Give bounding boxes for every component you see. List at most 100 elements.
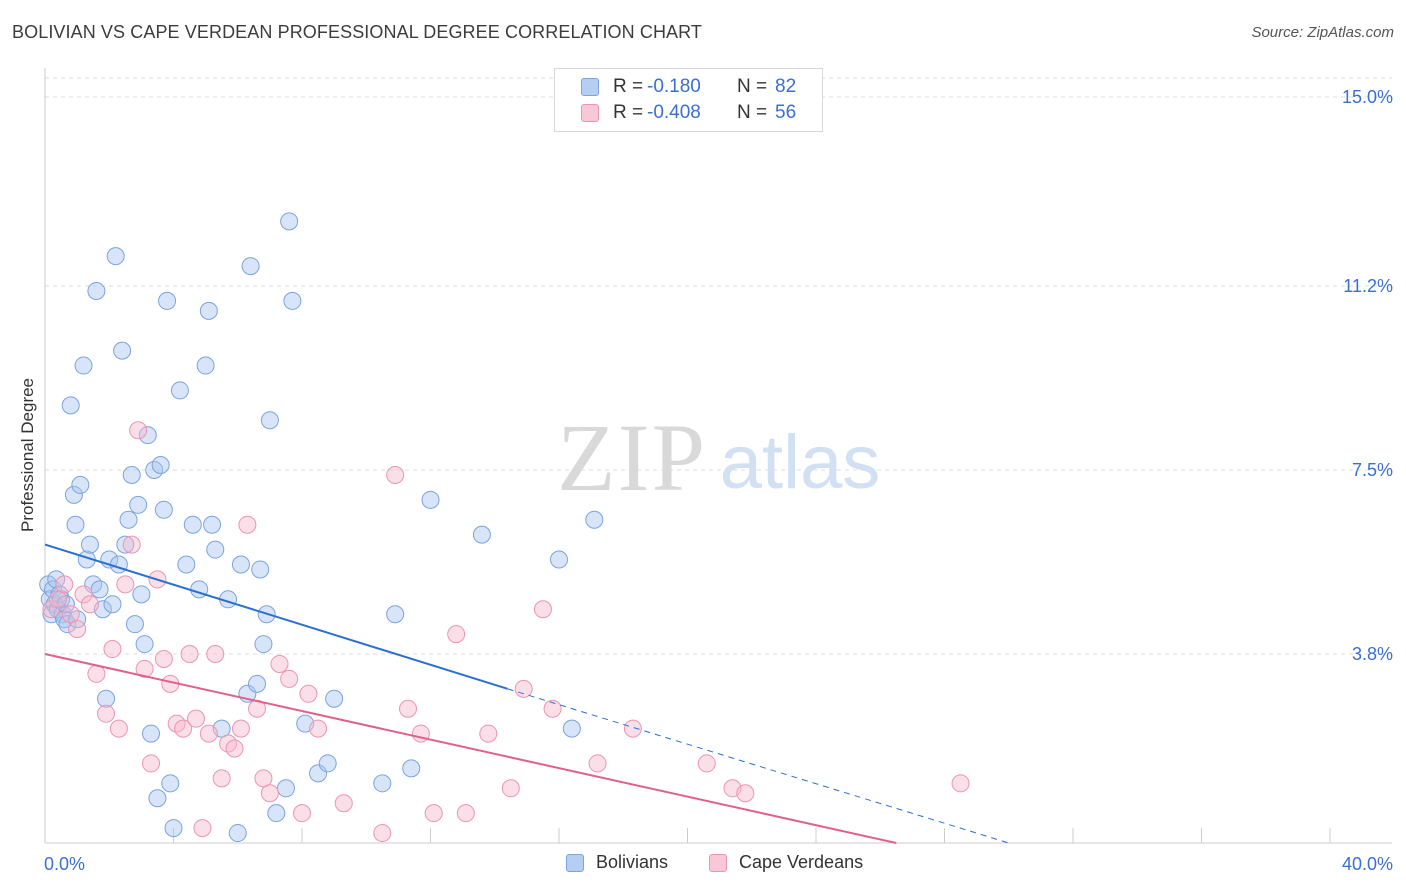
- cape-verdean-point: [193, 819, 212, 838]
- cape-verdean-point: [61, 605, 80, 624]
- bolivian-point: [402, 759, 421, 778]
- cape-verdean-point: [55, 575, 74, 594]
- bolivian-point: [177, 555, 196, 574]
- chart-title: BOLIVIAN VS CAPE VERDEAN PROFESSIONAL DE…: [12, 22, 703, 42]
- cape-verdean-point: [135, 659, 154, 678]
- bolivian-point: [196, 356, 215, 375]
- cape-verdean-point: [456, 804, 475, 823]
- bolivian-point: [309, 764, 328, 783]
- cape-verdean-point: [212, 769, 231, 788]
- bottom-legend-label: Bolivians: [596, 852, 669, 872]
- cape-verdean-point: [299, 684, 318, 703]
- cape-verdean-point: [373, 824, 392, 843]
- bolivian-point: [386, 605, 405, 624]
- cape-verdean-point: [293, 804, 311, 823]
- watermark-atlas: atlas: [720, 420, 881, 505]
- bolivians-trend-extension: [507, 688, 1009, 844]
- bolivian-point: [113, 341, 132, 360]
- cape-verdean-point: [386, 465, 405, 484]
- cape-verdean-point: [154, 649, 173, 668]
- bolivian-point: [325, 689, 344, 708]
- cape-verdean-point: [103, 640, 122, 659]
- cape-verdean-point: [80, 595, 99, 614]
- cape-verdean-point: [116, 575, 135, 594]
- cape-verdean-point: [129, 421, 148, 440]
- bolivian-point: [280, 212, 299, 231]
- bolivian-point: [138, 426, 157, 445]
- bolivian-point: [106, 247, 125, 266]
- cape-verdean-point: [309, 719, 328, 738]
- legend-row-cape-verdeans: R = -0.408 N = 56: [581, 100, 796, 126]
- bolivian-point: [116, 535, 135, 554]
- cape-verdean-point: [334, 794, 353, 813]
- x-tick-label-max: 40.0%: [1342, 854, 1393, 874]
- cape-verdean-point: [142, 754, 161, 773]
- bolivian-point: [135, 635, 154, 654]
- cape-verdean-point: [543, 699, 562, 718]
- bolivian-point: [97, 689, 116, 708]
- watermark: ZIP atlas: [557, 404, 880, 511]
- watermark-zip: ZIP: [557, 404, 707, 511]
- legend-n-label: N =: [737, 76, 768, 97]
- bolivian-point: [132, 585, 151, 604]
- bolivian-point: [161, 774, 180, 793]
- cape-verdean-point: [122, 535, 141, 554]
- cape-verdean-point: [174, 719, 193, 738]
- cape-verdean-point: [501, 779, 520, 798]
- y-tick-label: 7.5%: [1352, 460, 1393, 480]
- cape-verdean-point: [479, 724, 498, 743]
- bolivians-points: [39, 212, 604, 843]
- bolivian-point: [125, 615, 144, 634]
- bolivian-point: [103, 595, 122, 614]
- bolivian-point: [283, 291, 302, 310]
- cape-verdean-point: [951, 774, 970, 793]
- cape-verdean-point: [180, 645, 199, 664]
- cape-verdean-point: [588, 754, 607, 773]
- cape-verdean-point: [74, 585, 93, 604]
- y-tick-label: 11.2%: [1343, 276, 1393, 296]
- cape-verdean-point: [260, 784, 279, 803]
- trend-lines: [44, 543, 1009, 844]
- cape-verdean-point: [424, 804, 443, 823]
- cape-verdean-point: [254, 769, 273, 788]
- bolivian-point: [142, 724, 161, 743]
- legend-r-label: R =: [613, 102, 644, 123]
- bolivian-point: [61, 396, 80, 415]
- cape-verdean-point: [225, 739, 244, 758]
- bottom-legend-swatch-pink: [709, 853, 727, 872]
- bolivian-point: [231, 555, 250, 574]
- bolivian-point: [206, 540, 225, 559]
- x-tick-label-min: 0.0%: [44, 854, 85, 874]
- bolivian-point: [550, 550, 568, 569]
- bolivian-point: [318, 754, 337, 773]
- cape-verdean-point: [68, 620, 87, 639]
- cape-verdean-point: [736, 784, 755, 803]
- cape-verdean-point: [447, 625, 466, 644]
- bolivian-point: [71, 475, 90, 494]
- cape-verdean-point: [97, 704, 116, 723]
- bolivian-point: [119, 510, 138, 529]
- cape-verdean-point: [109, 719, 128, 738]
- bolivian-point: [122, 465, 141, 484]
- bolivian-point: [183, 515, 202, 534]
- legend-r-value: -0.408: [647, 102, 701, 123]
- bolivians-trend-line: [44, 543, 508, 690]
- bolivian-point: [164, 819, 183, 838]
- bolivian-point: [472, 525, 491, 544]
- cape-verdean-point: [199, 724, 218, 743]
- bolivian-point: [254, 635, 273, 654]
- cape-verdean-point: [280, 669, 299, 688]
- cape-verdean-point: [623, 719, 642, 738]
- source-label: Source: ZipAtlas.com: [1251, 24, 1394, 41]
- bolivian-point: [154, 500, 173, 519]
- legend-swatch-blue: [581, 78, 599, 96]
- axes: [44, 68, 1392, 844]
- bolivian-point: [129, 495, 148, 514]
- cape-verdean-point: [48, 590, 67, 609]
- bottom-legend-bolivians: Bolivians: [566, 852, 668, 873]
- bolivian-point: [158, 291, 177, 310]
- bolivian-point: [203, 515, 222, 534]
- legend-n-value: 56: [775, 102, 797, 123]
- bolivian-point: [248, 674, 267, 693]
